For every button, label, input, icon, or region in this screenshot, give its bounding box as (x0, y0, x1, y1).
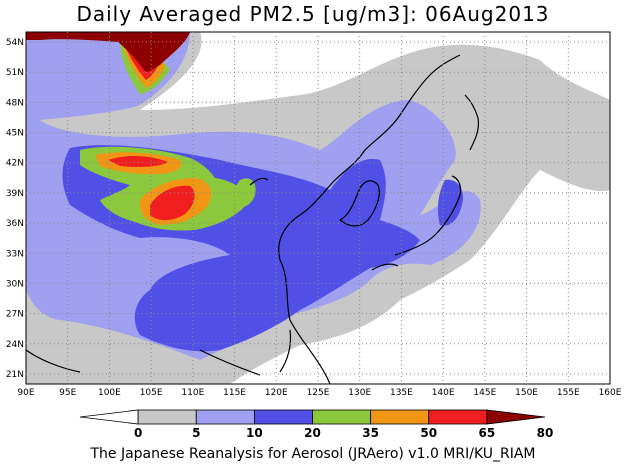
lat-tick-label: 30N (6, 279, 24, 289)
lon-tick-label: 145E (473, 388, 496, 398)
colorbar-level-label: 5 (192, 426, 200, 440)
colorbar-swatch (428, 409, 488, 425)
chart-title: Daily Averaged PM2.5 [ug/m3]: 06Aug2013 (76, 2, 550, 26)
lon-tick-label: 135E (390, 388, 413, 398)
colorbar-swatch (137, 409, 197, 425)
lon-tick-label: 120E (265, 388, 288, 398)
colorbar: 0 5 10 20 35 50 65 80 (79, 409, 554, 440)
lon-tick-label: 90E (17, 388, 34, 398)
colorbar-level-label: 65 (479, 426, 496, 440)
axis-ticks: 90E 95E 100E 105E 110E 115E 120E 125E 130E 135E 14… (6, 38, 622, 398)
lat-tick-label: 24N (6, 340, 24, 350)
colorbar-swatch (486, 409, 546, 425)
lat-tick-label: 51N (6, 68, 24, 78)
lon-tick-label: 130E (348, 388, 371, 398)
colorbar-swatch (312, 409, 372, 425)
colorbar-swatch (253, 409, 313, 425)
lat-tick-label: 21N (6, 370, 24, 380)
contour-35-50-patch (234, 178, 256, 207)
lon-tick-label: 125E (307, 388, 330, 398)
lat-tick-label: 27N (6, 310, 24, 320)
colorbar-swatch (195, 409, 255, 425)
colorbar-level-label: 10 (246, 426, 263, 440)
lat-lon-grid (26, 32, 610, 384)
contour-20-35-japan (437, 179, 464, 226)
lon-tick-label: 100E (98, 388, 121, 398)
lat-tick-label: 45N (6, 129, 24, 139)
contour-80-plus (26, 32, 190, 72)
lon-tick-label: 110E (181, 388, 204, 398)
lon-tick-label: 105E (140, 388, 163, 398)
lon-tick-label: 95E (59, 388, 76, 398)
contour-65-80 (108, 156, 168, 167)
lat-tick-label: 36N (6, 219, 24, 229)
lon-tick-label: 115E (223, 388, 246, 398)
colorbar-level-label: 50 (420, 426, 437, 440)
colorbar-swatch (370, 409, 430, 425)
lat-tick-label: 39N (6, 189, 24, 199)
lat-tick-label: 42N (6, 159, 24, 169)
colorbar-level-label: 20 (304, 426, 321, 440)
colorbar-level-label: 80 (537, 426, 554, 440)
lat-tick-label: 33N (6, 249, 24, 259)
lon-tick-label: 150E (515, 388, 538, 398)
colorbar-level-label: 35 (362, 426, 379, 440)
lat-tick-label: 54N (6, 38, 24, 48)
colorbar-level-label: 0 (134, 426, 142, 440)
lon-tick-label: 160E (599, 388, 622, 398)
contour-65-80-b (150, 185, 195, 221)
credit-line: The Japanese Reanalysis for Aerosol (JRA… (90, 446, 536, 462)
colorbar-swatch (79, 409, 139, 425)
coastlines (26, 54, 480, 384)
lon-tick-label: 155E (557, 388, 580, 398)
lat-tick-label: 48N (6, 98, 24, 108)
lon-tick-label: 140E (432, 388, 455, 398)
